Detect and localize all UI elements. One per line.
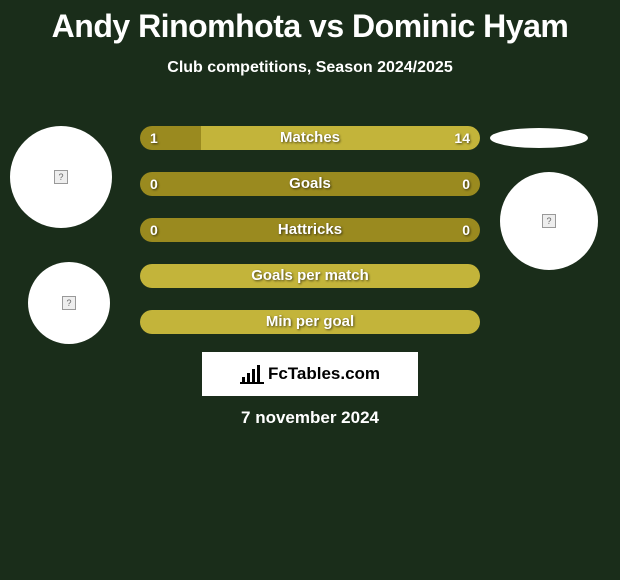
stat-value-right: 0: [462, 172, 470, 196]
stat-value-left: 1: [150, 126, 158, 150]
stat-row: Matches1 14: [140, 126, 480, 150]
stat-label: Goals per match: [140, 264, 480, 288]
stats-bars: Matches114Goals00Hattricks00Goals per ma…: [140, 126, 480, 356]
stat-value-right: 14: [454, 126, 470, 150]
brand-box: FcTables.com: [202, 352, 418, 396]
stat-row: Goals per match: [140, 264, 480, 288]
placeholder-icon: ?: [62, 296, 76, 310]
player-right-avatar: ?: [500, 172, 598, 270]
stat-value-right: 0: [462, 218, 470, 242]
placeholder-icon: ?: [542, 214, 556, 228]
brand-text: FcTables.com: [268, 364, 380, 384]
brand-chart-icon: [240, 364, 264, 384]
player-left-avatar-1: ?: [10, 126, 112, 228]
stat-value-left: 0: [150, 218, 158, 242]
player-right-ellipse: [490, 128, 588, 148]
stat-row: Min per goal: [140, 310, 480, 334]
subtitle: Club competitions, Season 2024/2025: [0, 59, 620, 77]
player-left-avatar-2: ?: [28, 262, 110, 344]
stat-label: Matches: [140, 126, 480, 150]
placeholder-icon: ?: [54, 170, 68, 184]
stat-label: Min per goal: [140, 310, 480, 334]
date-text: 7 november 2024: [0, 408, 620, 428]
stat-row: Hattricks0 0: [140, 218, 480, 242]
stat-value-left: 0: [150, 172, 158, 196]
stat-row: Goals0 0: [140, 172, 480, 196]
stat-label: Hattricks: [140, 218, 480, 242]
page-title: Andy Rinomhota vs Dominic Hyam: [0, 0, 620, 45]
stat-label: Goals: [140, 172, 480, 196]
